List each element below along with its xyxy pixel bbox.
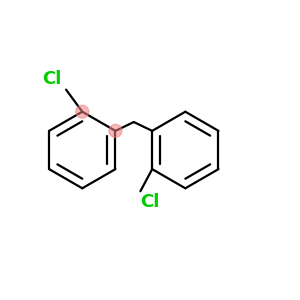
Text: Cl: Cl [42,70,62,88]
Text: Cl: Cl [140,193,160,211]
Circle shape [76,105,89,118]
Circle shape [109,124,122,137]
